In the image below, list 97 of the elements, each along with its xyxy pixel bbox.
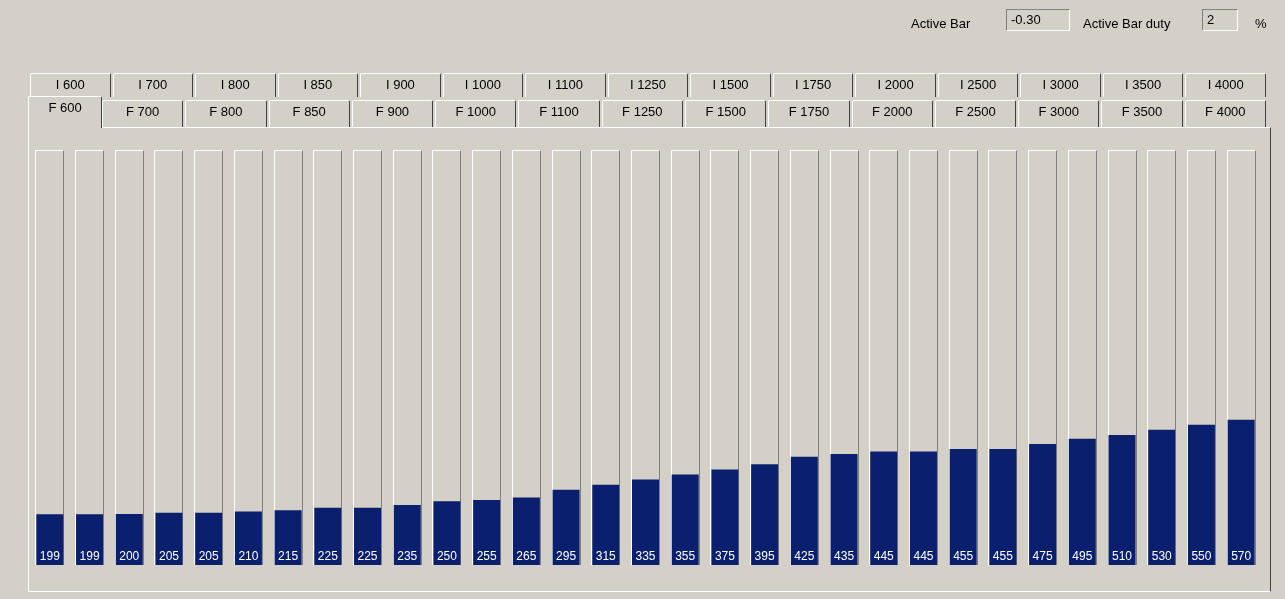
data-label: 495	[1072, 549, 1093, 564]
data-label: 295	[556, 549, 577, 564]
data-label: 250	[436, 549, 458, 564]
tab[interactable]: F 900	[351, 100, 434, 127]
data-label: 205	[158, 549, 180, 564]
tab[interactable]: I 850	[277, 73, 359, 97]
bar	[751, 464, 779, 565]
tab[interactable]: F 1000	[435, 100, 517, 127]
bar	[1108, 434, 1136, 565]
bar	[1148, 429, 1176, 565]
tab[interactable]: I 700	[112, 73, 194, 97]
tab[interactable]: F 2000	[851, 100, 933, 127]
bar	[354, 507, 382, 565]
bar	[155, 512, 183, 565]
bar	[1227, 419, 1255, 565]
data-label: 200	[119, 549, 140, 564]
bar	[1187, 424, 1215, 565]
data-label: 475	[1032, 549, 1053, 564]
bar	[830, 454, 858, 565]
tab[interactable]: I 1500	[690, 73, 771, 97]
text: Active Bar	[911, 16, 971, 31]
tab[interactable]: I 1000	[442, 73, 524, 97]
bar	[671, 474, 699, 565]
bar	[512, 497, 540, 565]
data-label: 255	[476, 549, 497, 564]
tab[interactable]: I 3000	[1020, 73, 1101, 97]
data-label: 315	[595, 549, 617, 564]
data-label: 265	[516, 549, 537, 564]
bar	[711, 469, 739, 565]
data-label: 445	[913, 549, 934, 564]
data-label: 235	[397, 549, 418, 564]
tab[interactable]: F 1750	[768, 100, 850, 127]
data-label: 199	[79, 549, 100, 564]
text-field[interactable]: 2	[1202, 9, 1238, 31]
tab[interactable]: F 600	[28, 96, 102, 128]
bar	[552, 489, 580, 565]
tab[interactable]: I 4000	[1185, 73, 1266, 97]
data-label: 210	[238, 549, 259, 564]
bar	[1068, 438, 1096, 565]
tab[interactable]: I 1750	[772, 73, 854, 97]
tab[interactable]: F 4000	[1184, 100, 1266, 127]
bar	[314, 507, 342, 565]
bar	[274, 510, 302, 565]
data-label: 395	[754, 549, 775, 564]
data-label: 355	[675, 549, 696, 564]
tab[interactable]: I 600	[30, 73, 111, 97]
tab[interactable]: F 850	[268, 100, 350, 127]
data-label: 510	[1112, 549, 1133, 564]
data-label: 425	[794, 549, 815, 564]
bar	[790, 456, 818, 565]
tab[interactable]: I 3500	[1102, 73, 1184, 97]
data-label: 530	[1151, 549, 1173, 564]
data-label: 550	[1191, 549, 1212, 564]
data-label: 225	[317, 549, 339, 564]
text: Active Bar duty	[1083, 16, 1171, 31]
bar	[115, 514, 143, 565]
bar	[989, 448, 1017, 565]
data-label: 205	[198, 549, 220, 564]
text-field[interactable]: -0.30	[1006, 9, 1070, 31]
tab[interactable]: F 1500	[685, 100, 767, 127]
bar	[909, 451, 937, 565]
data-label: 570	[1231, 549, 1252, 564]
bar	[76, 514, 104, 565]
data-label: 455	[992, 549, 1014, 564]
data-label: 199	[39, 549, 61, 564]
data-label: 335	[635, 549, 656, 564]
bar	[592, 484, 620, 565]
tab[interactable]: I 900	[360, 73, 441, 97]
tab[interactable]: I 2000	[855, 73, 936, 97]
tab[interactable]: I 1100	[525, 73, 606, 97]
tab[interactable]: F 1250	[601, 100, 683, 127]
bar	[870, 451, 898, 565]
text: %	[1255, 16, 1267, 31]
bar	[632, 479, 659, 565]
bar	[433, 501, 461, 565]
tab[interactable]: I 1250	[607, 73, 689, 97]
data-label: 455	[953, 549, 974, 564]
bar	[234, 511, 262, 565]
data-label: 225	[357, 549, 378, 564]
tab[interactable]: F 700	[102, 100, 184, 127]
tab[interactable]: F 1100	[518, 100, 600, 127]
bar	[1029, 443, 1057, 565]
data-label: 375	[714, 549, 736, 564]
data-label: 435	[834, 549, 855, 564]
tab[interactable]: F 800	[185, 100, 267, 127]
data-label: 215	[278, 549, 299, 564]
data-label: 445	[873, 549, 895, 564]
tab[interactable]: F 3000	[1018, 100, 1100, 127]
bar	[949, 448, 977, 565]
tab[interactable]: F 3500	[1101, 100, 1183, 127]
bar	[473, 499, 501, 565]
bar	[36, 514, 64, 565]
tab[interactable]: F 2500	[934, 100, 1017, 127]
tab[interactable]: I 2500	[937, 73, 1019, 97]
tab[interactable]: I 800	[195, 73, 276, 97]
bar	[195, 512, 223, 565]
bar	[393, 505, 421, 565]
